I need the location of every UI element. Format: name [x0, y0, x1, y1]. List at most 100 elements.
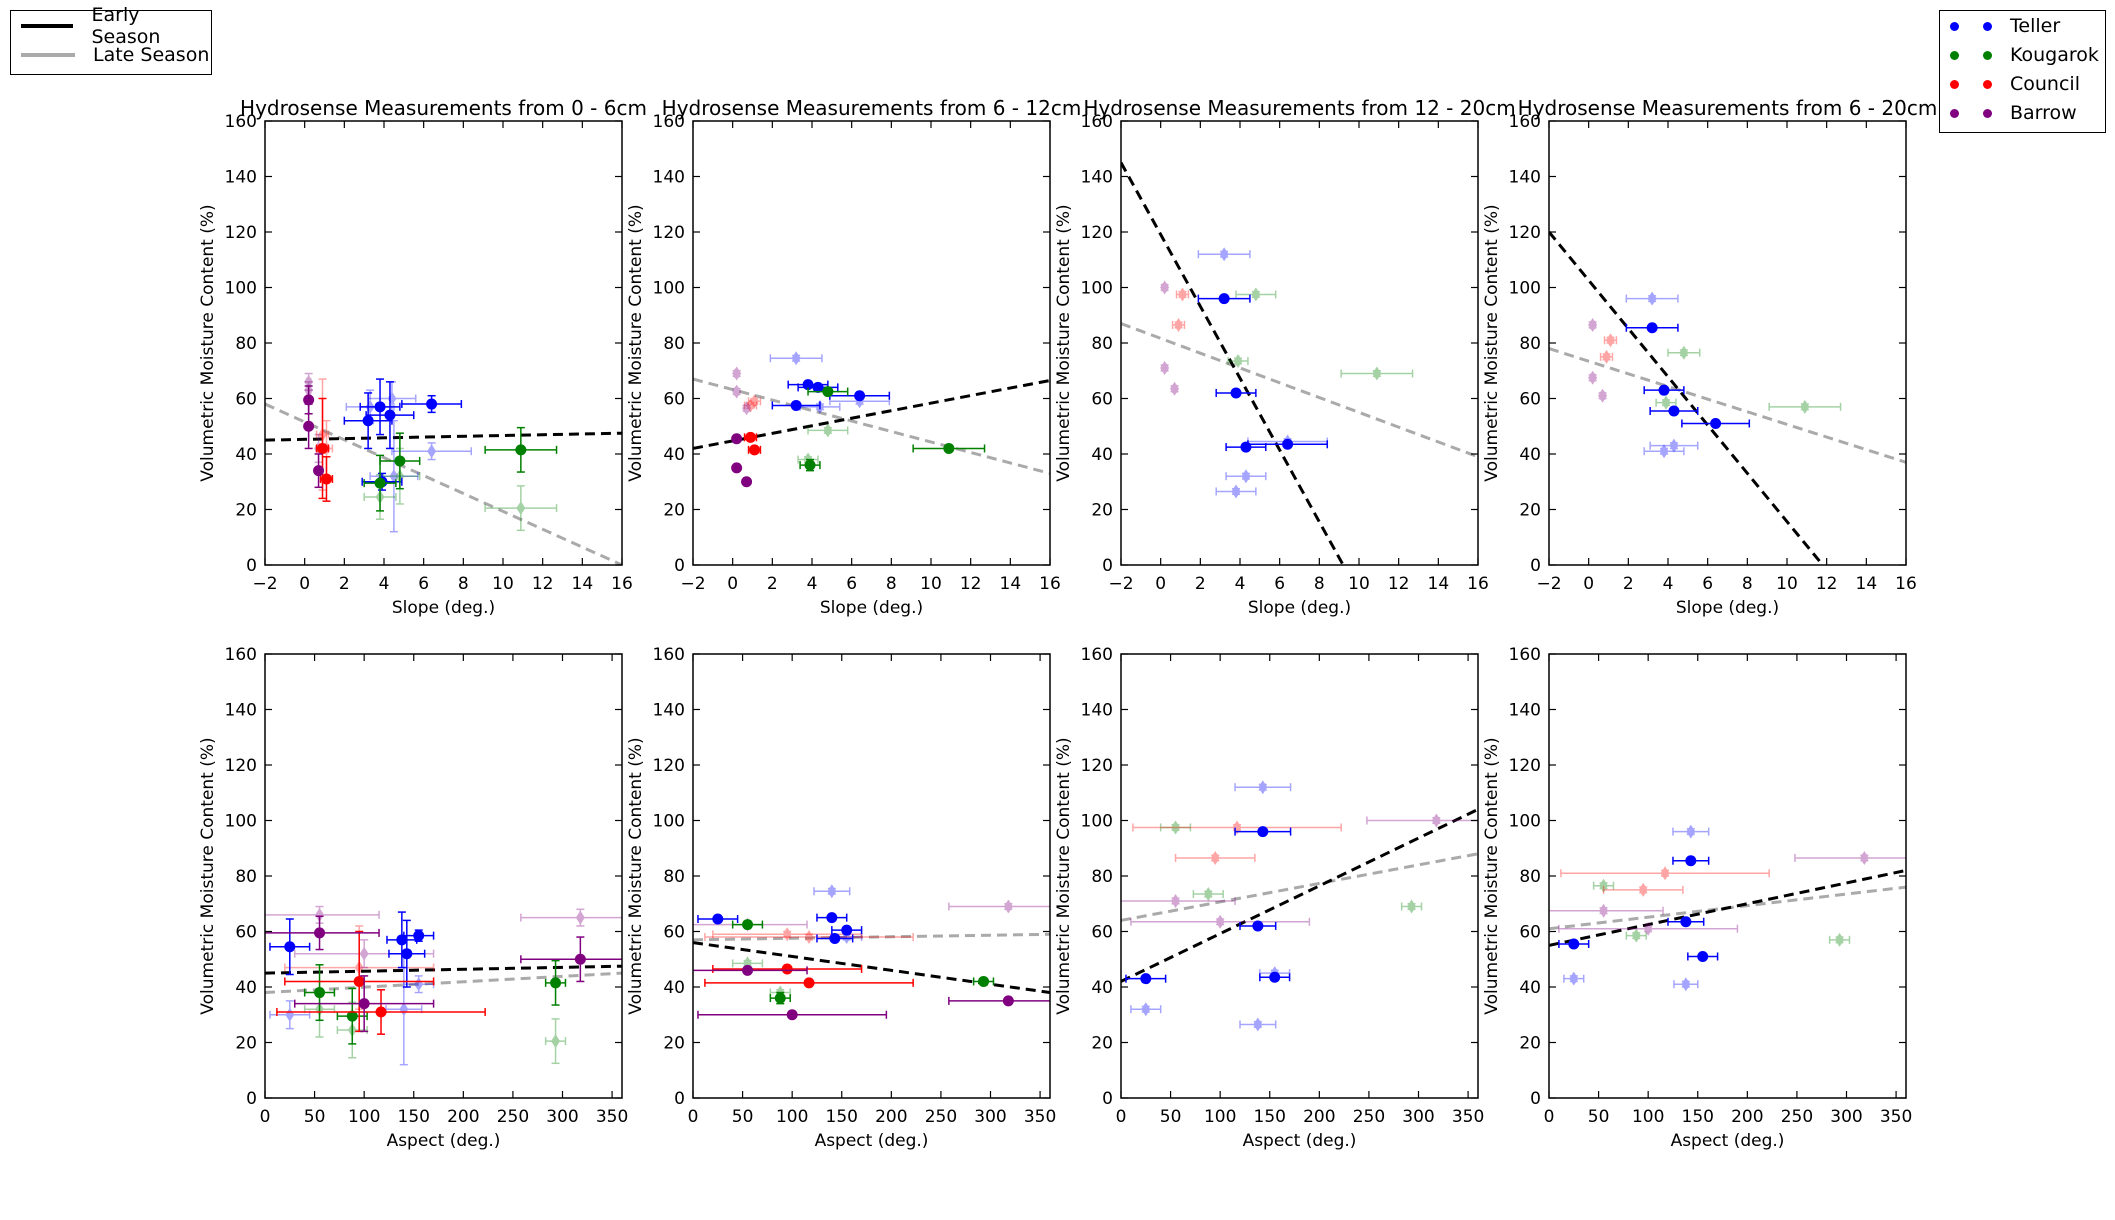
- x-tick-label: 50: [1588, 1107, 1610, 1127]
- subplot-1: −2 0 2 4 6 8 10 12 14 16020406080100120140160Slop…: [198, 96, 647, 618]
- data-point-teller-early: [386, 911, 418, 969]
- data-marker: [1160, 360, 1170, 375]
- data-marker: [396, 934, 408, 946]
- data-point-barrow-early: [697, 1009, 888, 1021]
- data-point-council-late: [1560, 866, 1770, 881]
- y-tick-label: 120: [1509, 756, 1541, 776]
- data-marker: [827, 884, 837, 899]
- y-tick-label: 100: [1509, 279, 1541, 299]
- late-season-fit-line: [265, 402, 622, 565]
- y-tick-label: 40: [1519, 978, 1541, 998]
- y-tick-label: 40: [663, 445, 685, 465]
- data-marker: [1800, 399, 1810, 414]
- y-tick-label: 160: [225, 112, 257, 132]
- x-axis-label: Aspect (deg.): [815, 1131, 929, 1151]
- data-marker: [782, 927, 792, 942]
- data-marker: [1372, 366, 1382, 381]
- data-point-teller-early: [1125, 973, 1167, 985]
- y-tick-label: 100: [653, 812, 685, 832]
- data-point-kougarok-early: [731, 919, 764, 931]
- data-marker: [413, 930, 425, 942]
- data-marker: [375, 1006, 387, 1018]
- x-tick-label: 14: [1000, 574, 1022, 594]
- data-marker: [1215, 914, 1225, 929]
- data-marker: [781, 963, 793, 975]
- late-season-fit-line: [265, 971, 622, 995]
- data-point-kougarok-late: [1655, 395, 1677, 410]
- data-point-kougarok-early: [972, 975, 995, 987]
- x-tick-label: −2: [252, 574, 277, 594]
- data-point-teller-early: [1643, 384, 1685, 396]
- data-marker: [804, 930, 814, 945]
- y-tick-label: 0: [1102, 556, 1113, 576]
- y-tick-label: 140: [1509, 701, 1541, 721]
- y-tick-label: 20: [235, 1034, 257, 1054]
- axes-frame: [692, 653, 1051, 1099]
- x-tick-label: 4: [1235, 574, 1246, 594]
- data-marker: [358, 998, 370, 1010]
- data-point-barrow-early: [948, 995, 1050, 1007]
- data-marker: [401, 948, 413, 960]
- data-marker: [1859, 850, 1869, 865]
- data-point-council-early: [743, 431, 758, 443]
- data-marker: [303, 394, 315, 406]
- plot-area: [1121, 780, 1478, 1032]
- data-point-teller-early: [343, 392, 393, 450]
- data-point-kougarok-late: [1159, 820, 1192, 835]
- y-axis-label: Volumetric Moisture Content (%): [1054, 204, 1074, 481]
- data-point-kougarok-late: [1400, 899, 1423, 914]
- subplot-5: 0 50 100 150 200 250 300 350 0 20 40 60 80 100 120 140 1…: [198, 645, 628, 1151]
- x-tick-label: 250: [925, 1107, 957, 1127]
- data-point-teller-early: [1259, 971, 1291, 983]
- y-tick-label: 60: [663, 923, 685, 943]
- data-marker: [1659, 444, 1669, 459]
- data-point-teller-early: [1681, 417, 1751, 429]
- x-tick-label: 100: [348, 1107, 380, 1127]
- data-marker: [362, 415, 374, 427]
- data-marker: [1233, 354, 1243, 369]
- y-tick-label: 20: [235, 501, 257, 521]
- data-point-teller-late: [1197, 247, 1251, 262]
- data-marker: [1251, 287, 1261, 302]
- y-tick-label: 140: [1081, 168, 1113, 188]
- y-tick-label: 80: [663, 867, 685, 887]
- y-tick-label: 40: [1091, 445, 1113, 465]
- data-marker: [1679, 345, 1689, 360]
- y-tick-label: 160: [653, 112, 685, 132]
- data-marker: [1282, 438, 1294, 450]
- y-tick-label: 60: [1091, 390, 1113, 410]
- data-point-kougarok-early: [769, 991, 791, 1005]
- data-point-council-late: [1599, 349, 1614, 364]
- early-season-fit-line: [1549, 868, 1906, 947]
- y-tick-label: 100: [1081, 812, 1113, 832]
- x-tick-label: 4: [807, 574, 818, 594]
- data-marker: [551, 1034, 561, 1049]
- data-point-kougarok-late: [544, 1018, 567, 1065]
- x-tick-label: 2: [767, 574, 778, 594]
- x-axis-label: Slope (deg.): [392, 598, 495, 618]
- x-tick-label: 8: [1742, 574, 1753, 594]
- data-point-council-early: [276, 989, 486, 1035]
- data-point-kougarok-early: [912, 442, 986, 454]
- x-tick-label: −2: [680, 574, 705, 594]
- data-point-council-early: [704, 977, 914, 989]
- data-marker: [314, 927, 326, 939]
- data-marker: [731, 433, 743, 445]
- chart-title: Hydrosense Measurements from 0 - 6cm: [240, 96, 647, 120]
- y-tick-label: 80: [1519, 867, 1541, 887]
- chart-title: Hydrosense Measurements from 12 - 20cm: [1083, 96, 1515, 120]
- legend-entry-kougarok: Kougarok: [1940, 42, 2099, 68]
- legend-label-early: Early Season: [91, 4, 161, 48]
- data-marker: [574, 953, 586, 965]
- x-tick-label: 0: [688, 1107, 699, 1127]
- y-axis-label: Volumetric Moisture Content (%): [626, 204, 646, 481]
- data-point-barrow-late: [1558, 921, 1739, 936]
- x-tick-label: 2: [1623, 574, 1634, 594]
- data-marker: [1643, 921, 1653, 936]
- data-point-barrow-early: [693, 964, 808, 976]
- data-point-teller-early: [697, 913, 739, 925]
- x-tick-label: 6: [846, 574, 857, 594]
- x-tick-label: 200: [1303, 1107, 1335, 1127]
- data-marker: [1669, 438, 1679, 453]
- data-point-teller-late: [1215, 484, 1257, 499]
